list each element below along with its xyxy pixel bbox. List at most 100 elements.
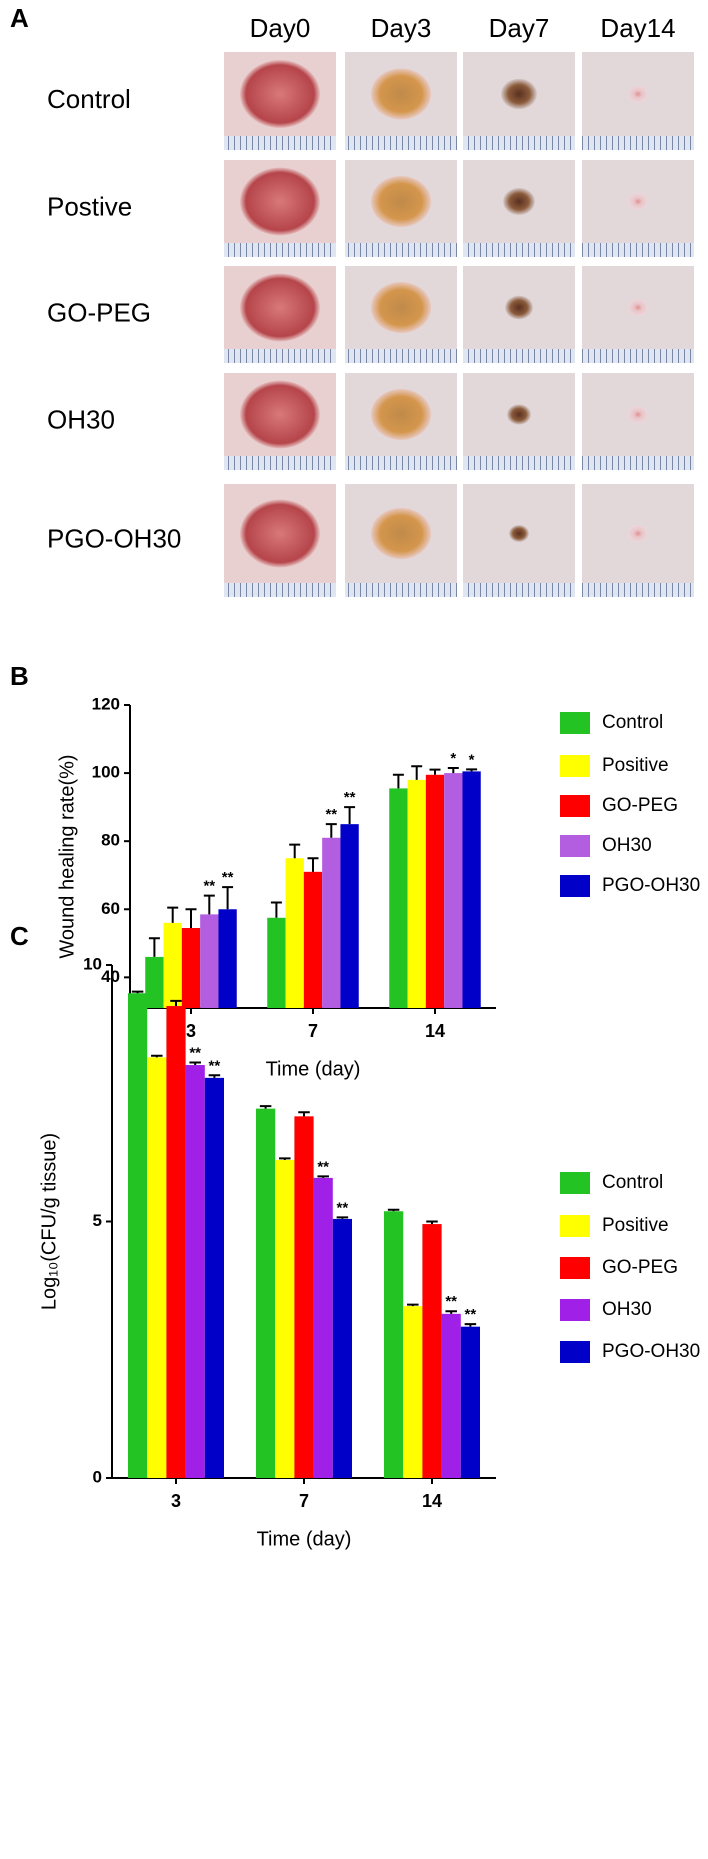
bar bbox=[204, 1077, 224, 1478]
bar bbox=[462, 771, 481, 1008]
x-tick-label: 3 bbox=[186, 1021, 196, 1041]
y-tick-label: 40 bbox=[101, 967, 120, 986]
legend-swatch bbox=[560, 1299, 590, 1321]
bar bbox=[275, 1159, 295, 1478]
bar bbox=[444, 773, 463, 1008]
y-tick-label: 80 bbox=[101, 831, 120, 850]
bar bbox=[218, 909, 237, 1008]
bar bbox=[285, 858, 304, 1008]
wound bbox=[507, 404, 531, 425]
legend-label: GO-PEG bbox=[602, 1257, 678, 1278]
wound bbox=[240, 380, 320, 449]
column-header: Day0 bbox=[250, 13, 311, 43]
y-tick-label: 0 bbox=[93, 1467, 102, 1486]
legend-swatch bbox=[560, 1341, 590, 1363]
ruler bbox=[463, 136, 575, 150]
error-bar bbox=[208, 1074, 221, 1078]
bar bbox=[256, 1108, 276, 1478]
legend-swatch bbox=[560, 1257, 590, 1279]
ruler bbox=[224, 456, 336, 470]
error-bar bbox=[464, 1323, 477, 1327]
row-label: PGO-OH30 bbox=[47, 523, 181, 553]
x-axis-label: Time (day) bbox=[266, 1058, 361, 1080]
error-bar bbox=[392, 773, 404, 789]
x-tick-label: 3 bbox=[171, 1491, 181, 1511]
ruler bbox=[582, 136, 694, 150]
ruler bbox=[582, 456, 694, 470]
legend-swatch bbox=[560, 712, 590, 734]
bar bbox=[128, 993, 148, 1478]
legend-label: Control bbox=[602, 712, 663, 733]
bar bbox=[181, 927, 201, 1008]
error-bar bbox=[270, 901, 282, 918]
error-bar bbox=[429, 768, 441, 775]
bar bbox=[425, 774, 445, 1008]
ruler bbox=[463, 456, 575, 470]
wound bbox=[628, 193, 648, 210]
wound bbox=[240, 60, 320, 128]
panel-label: C bbox=[10, 921, 29, 951]
panel-label: A bbox=[10, 3, 29, 33]
row-label: OH30 bbox=[47, 404, 115, 434]
ruler bbox=[224, 583, 336, 597]
error-bar bbox=[317, 1175, 329, 1178]
legend-label: OH30 bbox=[602, 835, 652, 856]
legend-label: GO-PEG bbox=[602, 795, 678, 816]
bar bbox=[322, 837, 341, 1008]
row-label: Control bbox=[47, 84, 131, 114]
error-bar bbox=[307, 857, 319, 872]
error-bar bbox=[259, 1105, 272, 1109]
legend-swatch bbox=[560, 1172, 590, 1194]
legend-label: OH30 bbox=[602, 1299, 652, 1320]
ruler bbox=[463, 349, 575, 363]
y-axis-label: Log₁₀(CFU/g tissue) bbox=[38, 1133, 60, 1310]
significance: ** bbox=[317, 1158, 329, 1175]
y-tick-label: 120 bbox=[92, 694, 120, 713]
error-bar bbox=[222, 886, 234, 910]
legend-swatch bbox=[560, 875, 590, 897]
bar bbox=[403, 1306, 423, 1478]
error-bar bbox=[336, 1216, 349, 1219]
bar bbox=[407, 779, 426, 1008]
ruler bbox=[463, 583, 575, 597]
error-bar bbox=[131, 990, 144, 994]
wound bbox=[505, 295, 533, 320]
ruler bbox=[345, 136, 457, 150]
error-bar bbox=[167, 906, 179, 923]
significance: * bbox=[469, 751, 475, 768]
bar bbox=[267, 917, 286, 1008]
x-tick-label: 14 bbox=[425, 1021, 445, 1041]
error-bar bbox=[170, 999, 182, 1007]
bar bbox=[294, 1116, 314, 1478]
y-tick-label: 60 bbox=[101, 899, 120, 918]
bar bbox=[163, 922, 182, 1008]
legend-label: PGO-OH30 bbox=[602, 875, 700, 896]
wound bbox=[628, 299, 648, 316]
column-header: Day14 bbox=[600, 13, 675, 43]
ruler bbox=[582, 243, 694, 257]
wound bbox=[240, 273, 320, 342]
error-bar bbox=[447, 766, 459, 774]
ruler bbox=[582, 583, 694, 597]
column-header: Day3 bbox=[371, 13, 432, 43]
row-label: Postive bbox=[47, 191, 132, 221]
legend-label: Positive bbox=[602, 755, 669, 776]
wound bbox=[501, 78, 537, 110]
bar bbox=[422, 1224, 442, 1478]
bar bbox=[303, 871, 323, 1008]
legend-label: PGO-OH30 bbox=[602, 1341, 700, 1362]
ruler bbox=[224, 243, 336, 257]
y-axis-label: Wound healing rate(%) bbox=[56, 754, 78, 958]
wound bbox=[371, 68, 431, 120]
x-axis-label: Time (day) bbox=[257, 1528, 352, 1550]
legend-label: Control bbox=[602, 1172, 663, 1193]
significance: ** bbox=[203, 878, 215, 895]
significance: ** bbox=[325, 806, 337, 823]
bar bbox=[313, 1177, 333, 1478]
ruler bbox=[224, 349, 336, 363]
legend-swatch bbox=[560, 1215, 590, 1237]
bar bbox=[460, 1326, 480, 1478]
error-bar bbox=[298, 1111, 310, 1117]
legend-swatch bbox=[560, 795, 590, 817]
